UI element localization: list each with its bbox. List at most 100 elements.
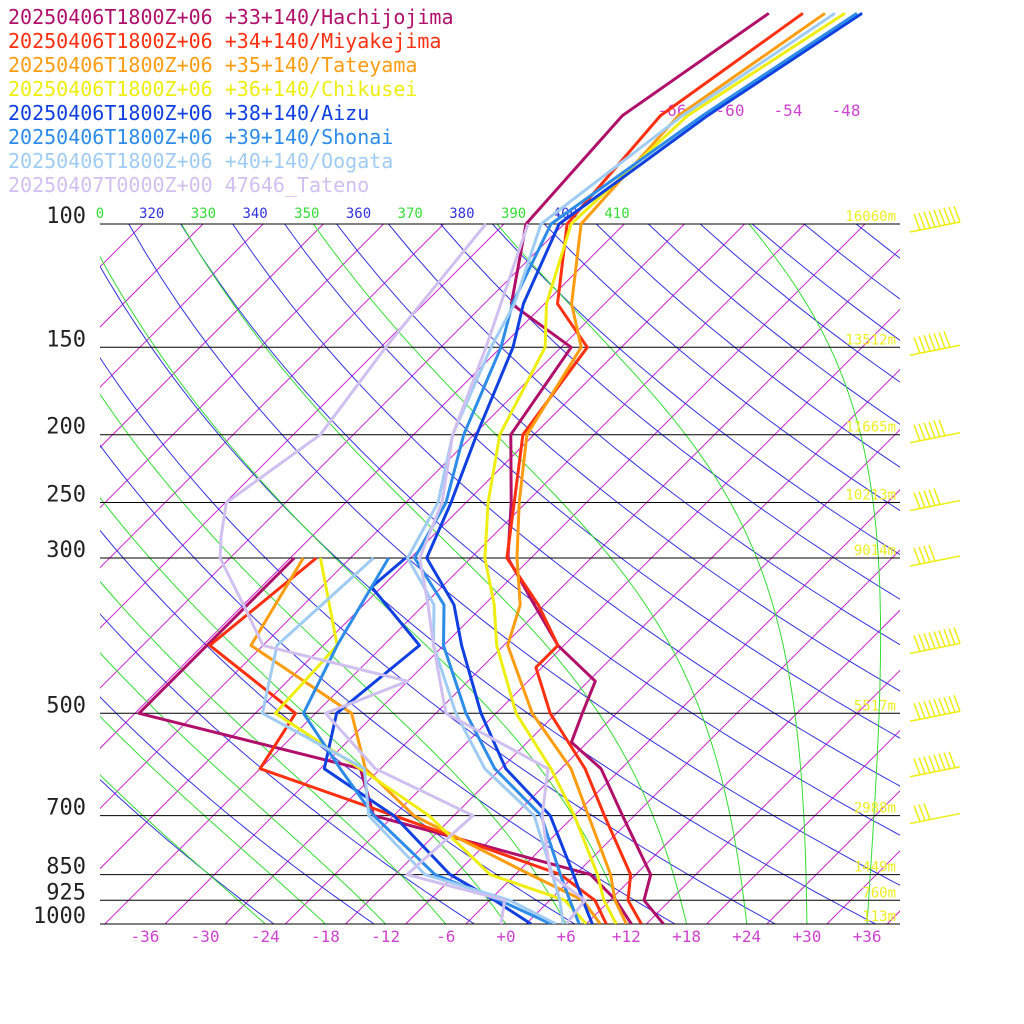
temperature-tick-label: +0 bbox=[496, 927, 515, 946]
wind-barb-flag bbox=[938, 753, 946, 770]
temperature-profile-line bbox=[425, 12, 863, 924]
dry-adiabat-line bbox=[232, 224, 900, 787]
wind-barb-flag bbox=[953, 627, 961, 644]
pressure-label: 200 bbox=[46, 415, 86, 440]
pressure-label: 250 bbox=[46, 483, 86, 508]
dry-adiabat-line bbox=[284, 224, 900, 739]
wind-barb-flag bbox=[938, 419, 946, 436]
isotherm-line bbox=[100, 224, 384, 509]
temperature-profile-line bbox=[506, 12, 826, 924]
height-label: 760m bbox=[862, 885, 896, 901]
isotherm-line bbox=[0, 224, 22, 924]
isotherm-line bbox=[224, 248, 900, 924]
temperature-axis-labels: -36 -30 -24 -18 -12 -6 +0 +6 +12 +18 +24 +30 +36 bbox=[130, 927, 881, 946]
theta-label: 330 bbox=[191, 206, 216, 222]
wind-barb bbox=[909, 803, 961, 825]
dry-adiabat-line bbox=[100, 696, 375, 924]
moist-adiabat-line bbox=[748, 224, 882, 924]
isotherm-line bbox=[104, 224, 806, 924]
wind-barb-flag bbox=[928, 632, 936, 649]
dry-adiabat-line bbox=[128, 224, 900, 886]
wind-barb-flag bbox=[913, 424, 921, 441]
wind-barb-flag bbox=[913, 635, 921, 652]
dry-adiabat-line bbox=[336, 224, 900, 692]
pressure-label: 850 bbox=[46, 855, 86, 880]
temperature-tick-label: -6 bbox=[436, 927, 455, 946]
isotherm-line bbox=[100, 224, 625, 749]
wind-barb-flag bbox=[913, 213, 921, 231]
wind-barb bbox=[909, 695, 961, 723]
isotherm-line bbox=[100, 224, 264, 388]
legend-entry: 20250406T1800Z+06 +33+140/Hachijojima bbox=[8, 5, 454, 29]
pressure-label: 500 bbox=[46, 693, 86, 718]
wind-barb-flag bbox=[933, 699, 941, 716]
wind-barb bbox=[909, 205, 961, 233]
isotherm-line bbox=[706, 729, 900, 924]
wind-barb-flag bbox=[913, 337, 921, 354]
dewpoint-profile-line bbox=[208, 556, 608, 924]
wind-barb-flag bbox=[938, 208, 946, 226]
pressure-label: 300 bbox=[46, 538, 86, 563]
wind-barb-flag bbox=[923, 422, 931, 439]
isotherm-line bbox=[284, 308, 900, 924]
upper-temperature-label: -48 bbox=[832, 101, 861, 120]
wind-barb bbox=[909, 331, 961, 356]
temperature-tick-label: -30 bbox=[191, 927, 220, 946]
theta-labels: 0 320 330 340 350 360 370 380 390 400 410 bbox=[96, 206, 630, 222]
wind-barb-flag bbox=[928, 334, 936, 351]
dewpoint-profile-line bbox=[260, 556, 557, 924]
temperature-profile-line bbox=[505, 12, 804, 924]
dry-adiabat-line bbox=[751, 224, 900, 341]
pressure-label: 150 bbox=[46, 327, 86, 352]
legend-entry: 20250406T1800Z+06 +38+140/Aizu bbox=[8, 101, 369, 125]
dry-adiabat-line bbox=[595, 224, 900, 468]
wind-barb-flag bbox=[923, 211, 931, 229]
temperature-tick-label: -36 bbox=[130, 927, 159, 946]
height-label: 1449m bbox=[854, 860, 896, 876]
temperature-tick-label: +18 bbox=[672, 927, 701, 946]
isotherm-line bbox=[886, 910, 900, 924]
isotherm-line bbox=[100, 224, 685, 810]
isotherm-line bbox=[826, 850, 900, 924]
wind-barb-flag bbox=[933, 631, 941, 648]
theta-label: 390 bbox=[501, 206, 526, 222]
moist-adiabat-lines bbox=[100, 224, 882, 924]
wind-barb-flag bbox=[918, 757, 926, 774]
dewpoint-profile-line bbox=[273, 557, 588, 924]
pressure-label: 100 bbox=[46, 204, 86, 229]
isotherm-line bbox=[646, 669, 900, 924]
temperature-tick-label: +6 bbox=[557, 927, 576, 946]
dry-adiabat-line bbox=[180, 224, 900, 836]
temperature-tick-label: -12 bbox=[371, 927, 400, 946]
moist-adiabat-line bbox=[100, 774, 266, 924]
theta-label: 320 bbox=[139, 206, 164, 222]
pressure-label: 1000 bbox=[33, 904, 86, 929]
isotherm-line bbox=[525, 549, 900, 924]
wind-barb-flag bbox=[933, 209, 941, 227]
temperature-tick-label: +24 bbox=[732, 927, 761, 946]
wind-barbs bbox=[909, 205, 961, 825]
legend-entry: 20250406T1800Z+06 +39+140/Shonai bbox=[8, 125, 393, 149]
theta-label: 350 bbox=[294, 206, 319, 222]
isotherm-line bbox=[100, 224, 745, 870]
upper-temperature-label: -54 bbox=[774, 101, 803, 120]
wind-barb-flag bbox=[923, 701, 931, 718]
isotherm-line bbox=[100, 224, 204, 328]
wind-barb-flag bbox=[933, 333, 941, 350]
wind-barb-flag bbox=[928, 544, 936, 562]
wind-barb-flag bbox=[923, 756, 931, 773]
wind-barb-flag bbox=[923, 490, 931, 507]
wind-barb-flag bbox=[953, 205, 961, 223]
theta-label: 340 bbox=[242, 206, 267, 222]
wind-barb-flag bbox=[948, 751, 956, 768]
isotherm-line bbox=[345, 368, 900, 924]
temperature-tick-label: -24 bbox=[251, 927, 280, 946]
wind-barb-flag bbox=[918, 491, 926, 508]
isotherm-line bbox=[766, 790, 900, 924]
isotherm-line bbox=[100, 224, 565, 689]
height-label: 10213m bbox=[845, 488, 896, 504]
theta-label: 360 bbox=[346, 206, 371, 222]
wind-barb-flag bbox=[943, 697, 951, 714]
